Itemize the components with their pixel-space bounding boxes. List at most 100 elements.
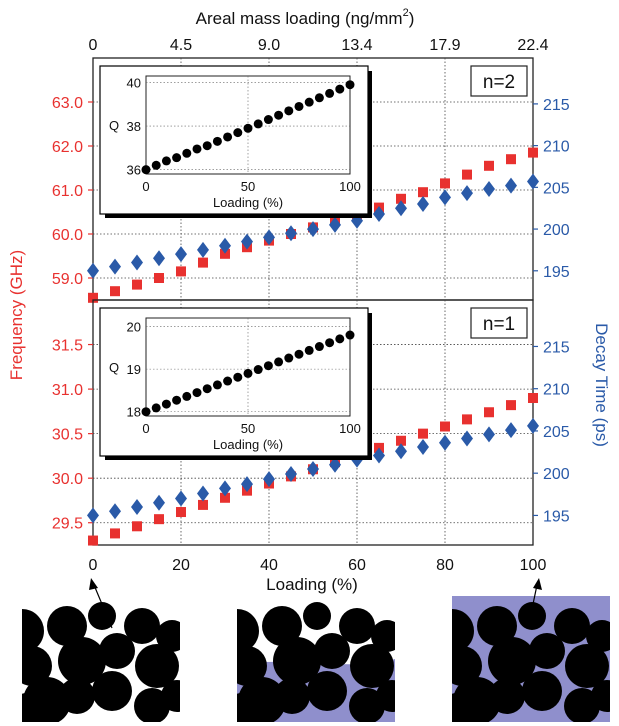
decay-time-point (373, 447, 385, 464)
decay-time-point (483, 426, 495, 443)
particle-blob (565, 644, 609, 688)
decay-time-point (461, 430, 473, 447)
decay-time-point (109, 258, 121, 275)
right-axis-label: Decay Time (ps) (592, 323, 611, 447)
frequency-point (462, 169, 472, 180)
inset-q-point (325, 88, 335, 98)
inset-y-tick-label: 38 (127, 119, 141, 134)
inset-q-point (161, 156, 171, 166)
particle-blob (314, 633, 350, 669)
right-tick-label: 195 (543, 508, 570, 525)
decay-time-point (219, 237, 231, 254)
decay-time-point (417, 196, 429, 213)
particle-blob (237, 609, 259, 653)
frequency-point (220, 492, 230, 503)
decay-time-point (175, 490, 187, 507)
particle-blob (161, 680, 180, 712)
inset-y-tick-label: 40 (127, 76, 141, 91)
bottom-tick-label: 20 (172, 557, 190, 574)
inset-x-tick-label: 100 (339, 421, 361, 436)
inset-q-point (314, 342, 324, 352)
frequency-point (88, 535, 98, 546)
inset-y-tick-label: 36 (127, 163, 141, 178)
left-axis-label: Frequency (GHz) (7, 250, 26, 380)
bottom-axis-label: Loading (%) (266, 575, 358, 594)
particle-blob (92, 671, 132, 711)
particle-blob (452, 609, 474, 653)
inset-q-point (223, 132, 233, 142)
particle-blob (591, 680, 610, 712)
inset-x-tick-label: 100 (339, 179, 361, 194)
inset-y-tick-label: 19 (127, 362, 141, 377)
decay-time-point (131, 254, 143, 271)
particle-blob (452, 693, 475, 722)
frequency-point (220, 248, 230, 259)
arrow-right (527, 578, 542, 629)
frequency-point (506, 400, 516, 411)
left-tick-label: 29.5 (52, 516, 83, 533)
inset-q-point (223, 376, 233, 386)
decay-time-point (285, 466, 297, 483)
frequency-point (176, 266, 186, 277)
right-tick-label: 205 (543, 424, 570, 441)
frequency-point (440, 178, 450, 189)
panel-n1: 29.530.030.531.031.5195200205210215n=118… (52, 299, 570, 546)
bottom-tick-label: 80 (436, 557, 454, 574)
right-tick-label: 205 (543, 180, 570, 197)
decay-time-point (307, 221, 319, 238)
inset-q-point (345, 80, 355, 90)
particle-blob (22, 609, 44, 653)
bottom-tick-label: 40 (260, 557, 278, 574)
inset-q-point (294, 101, 304, 111)
top-tick-label: 9.0 (258, 37, 280, 54)
decay-time-point (175, 246, 187, 263)
particle-blob (371, 620, 395, 652)
decay-time-point (109, 503, 121, 520)
particle-blob (99, 633, 135, 669)
left-tick-label: 60.0 (52, 227, 83, 244)
inset-x-tick-label: 0 (142, 179, 149, 194)
right-tick-label: 210 (543, 382, 570, 399)
particle-blob (518, 602, 546, 630)
frequency-point (418, 428, 428, 439)
particle-blob (339, 608, 375, 644)
left-tick-label: 61.0 (52, 183, 83, 200)
decay-time-point (241, 476, 253, 493)
particle-blob (274, 678, 310, 714)
decay-time-point (505, 177, 517, 194)
particle-blob (59, 678, 95, 714)
inset-q-point (314, 93, 324, 103)
decay-time-point (395, 200, 407, 217)
particle-blob (88, 602, 116, 630)
pore-image-content (452, 596, 610, 722)
particle-blob (237, 693, 260, 722)
inset-q-point (345, 330, 355, 340)
inset-q-point (141, 165, 151, 175)
particle-blob (156, 620, 180, 652)
inset-q-point (192, 388, 202, 398)
particle-blob (273, 637, 321, 685)
panel-label-box (470, 65, 528, 97)
particle-blob (564, 688, 600, 722)
particle-blob (58, 637, 106, 685)
decay-time-point (263, 229, 275, 246)
right-tick-label: 195 (543, 264, 570, 281)
particle-blob (307, 671, 347, 711)
particle-blob (477, 606, 517, 646)
top-tick-label: 13.4 (341, 37, 372, 54)
inset-x-tick-label: 0 (142, 421, 149, 436)
decay-time-point (505, 422, 517, 439)
particle-blob (489, 678, 525, 714)
inset-q-point (212, 380, 222, 390)
pore-image-content (237, 596, 395, 722)
decay-time-point (219, 480, 231, 497)
decay-time-point (527, 417, 539, 434)
top-tick-label: 17.9 (429, 37, 460, 54)
inset-q-point (325, 338, 335, 348)
inset-x-tick-label: 50 (241, 179, 255, 194)
particle-blob (522, 671, 562, 711)
inset-q-point (212, 136, 222, 146)
inset-x-axis-label: Loading (%) (213, 437, 283, 452)
inset-panel (99, 65, 369, 215)
